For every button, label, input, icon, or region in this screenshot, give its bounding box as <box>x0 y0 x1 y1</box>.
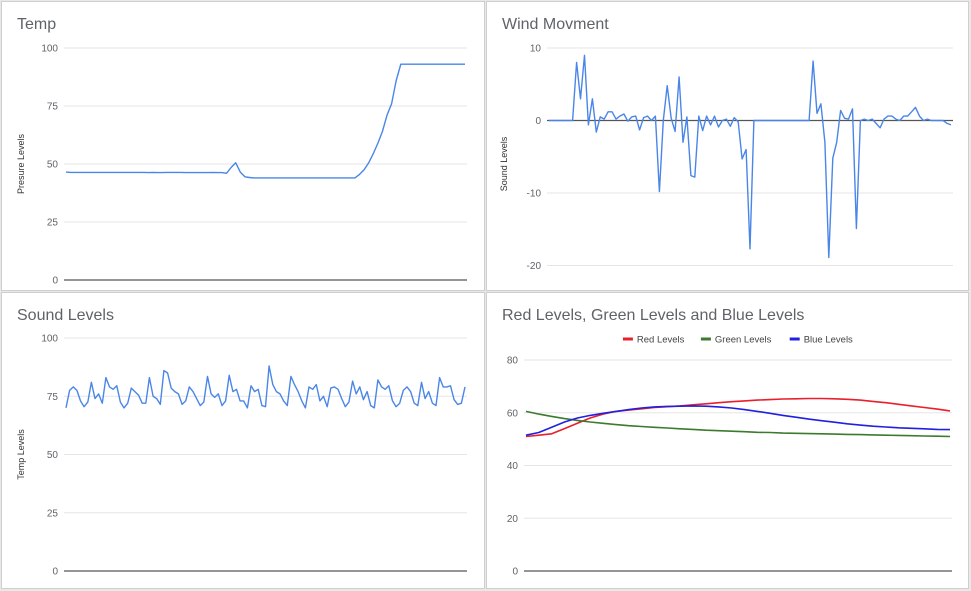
chart-panel-sound-levels: Sound Levels 0 25 50 75 100 Temp Levels <box>1 292 485 589</box>
series-line-red-levels <box>525 397 951 438</box>
y-tick-label: 10 <box>530 44 542 55</box>
chart-sound-levels: 0 25 50 75 100 Temp Levels <box>16 334 467 578</box>
chart-panel-wind-movment: Wind Movment -20 -10 0 10 Sound Levels <box>486 1 969 291</box>
y-tick-label: -10 <box>527 189 542 200</box>
legend-label: Green Levels <box>715 335 772 346</box>
y-tick-label: 75 <box>47 392 59 403</box>
y-axis-label: Presure Levels <box>16 133 26 194</box>
y-tick-label: 60 <box>507 408 519 419</box>
chart-title: Temp <box>17 16 57 33</box>
chart-rgb-levels: 0 20 40 60 80 Red Levels Green Levels Blue Leve… <box>507 335 952 578</box>
series-line-blue-levels <box>525 405 951 436</box>
y-tick-label: 0 <box>52 567 58 578</box>
chart-panel-rgb-levels: Red Levels, Green Levels and Blue Levels… <box>486 292 969 589</box>
series-line <box>549 54 952 259</box>
y-tick-label: -20 <box>527 261 542 272</box>
series-line-green-levels <box>525 410 951 438</box>
y-tick-label: 40 <box>507 461 519 472</box>
y-tick-label: 0 <box>52 276 58 287</box>
y-axis-label: Sound Levels <box>499 136 509 191</box>
y-tick-label: 80 <box>507 356 519 367</box>
series-line <box>65 63 465 179</box>
y-tick-label: 100 <box>41 44 58 55</box>
y-tick-label: 50 <box>47 160 59 171</box>
chart-temp: 0 25 50 75 100 Presure Levels <box>16 44 467 287</box>
chart-panel-temp: Temp 0 25 50 75 100 Presure Levels <box>1 1 485 291</box>
y-tick-label: 100 <box>41 334 58 345</box>
y-tick-label: 25 <box>47 218 59 229</box>
chart-title: Wind Movment <box>502 16 609 33</box>
y-tick-label: 50 <box>47 450 59 461</box>
y-tick-label: 0 <box>512 567 518 578</box>
y-tick-label: 20 <box>507 514 519 525</box>
y-tick-label: 75 <box>47 102 59 113</box>
y-tick-label: 25 <box>47 508 59 519</box>
y-axis-label: Temp Levels <box>16 429 26 480</box>
chart-title: Sound Levels <box>17 307 114 324</box>
series-line <box>65 365 466 409</box>
chart-title: Red Levels, Green Levels and Blue Levels <box>502 307 805 324</box>
chart-wind-movment: -20 -10 0 10 Sound Levels <box>499 44 953 272</box>
legend-label: Blue Levels <box>804 335 853 346</box>
y-tick-label: 0 <box>535 116 541 127</box>
legend-label: Red Levels <box>637 335 685 346</box>
